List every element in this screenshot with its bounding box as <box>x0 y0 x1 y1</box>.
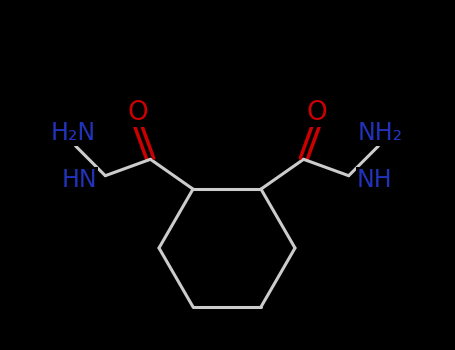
Text: NH₂: NH₂ <box>358 121 403 145</box>
Text: O: O <box>306 100 327 126</box>
Text: O: O <box>127 100 148 126</box>
Text: NH: NH <box>357 168 392 192</box>
Text: HN: HN <box>62 168 97 192</box>
Text: H₂N: H₂N <box>51 121 96 145</box>
